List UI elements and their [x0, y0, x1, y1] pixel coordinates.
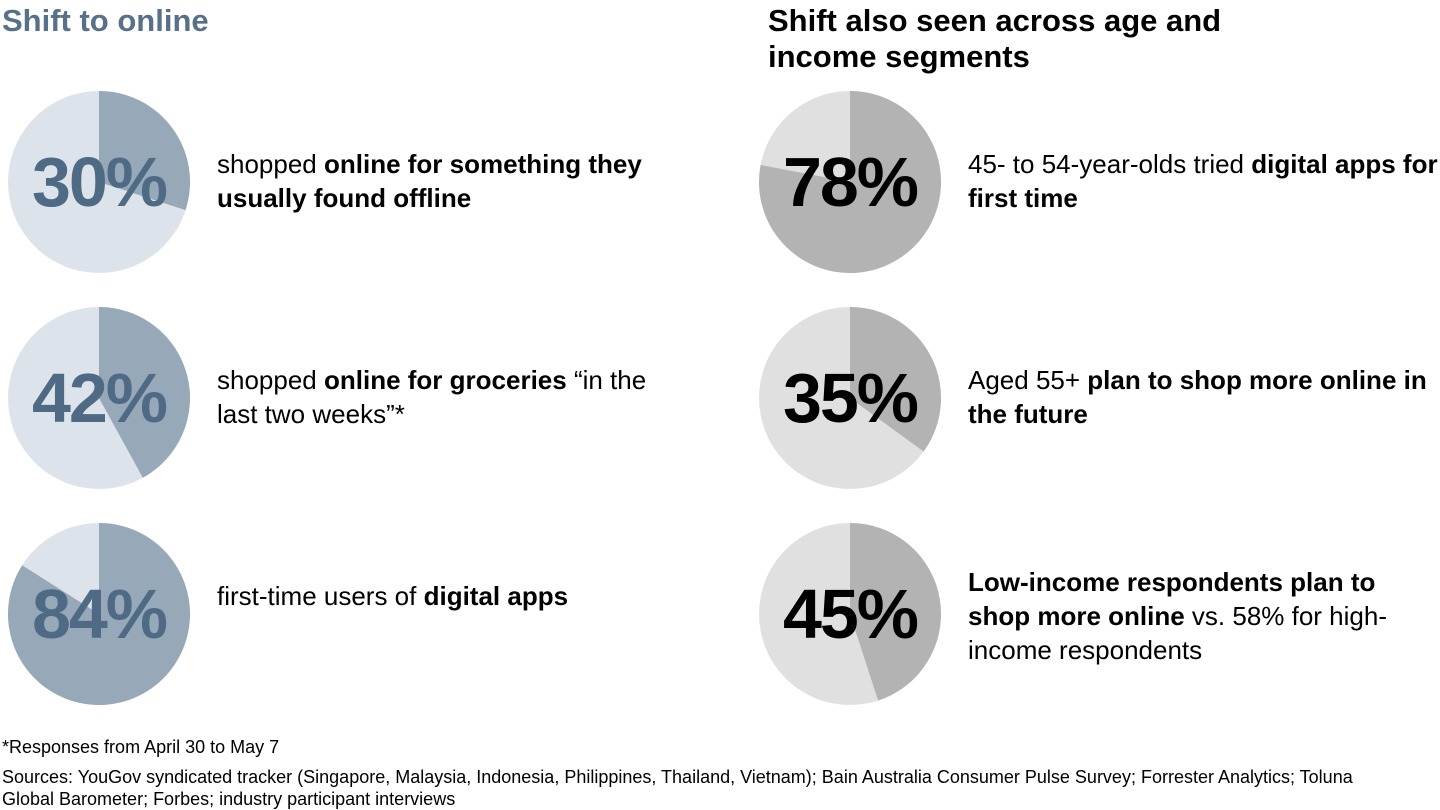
- description-text: “in the last two weeks”*: [217, 365, 647, 429]
- percent-label: 78%: [782, 143, 919, 221]
- description-text: Aged 55+: [968, 365, 1088, 395]
- description: first-time users of digital apps: [217, 579, 687, 613]
- description: Aged 55+ plan to shop more online in the…: [968, 363, 1438, 431]
- footnote: *Responses from April 30 to May 7: [2, 737, 280, 757]
- description-bold: online for groceries: [323, 365, 567, 395]
- percent-label: 35%: [782, 359, 919, 437]
- pie-item: 84% first-time users of digital apps: [0, 523, 760, 723]
- description-text: vs. 58% for high-income respondents: [968, 601, 1387, 665]
- pie-item: 42% shopped online for groceries “in the …: [0, 307, 760, 507]
- description-text: first-time users of: [217, 581, 424, 611]
- pie-item: 35% Aged 55+ plan to shop more online in …: [751, 307, 1440, 507]
- description: 45- to 54-year-olds tried digital apps f…: [968, 147, 1438, 215]
- description-text: 45- to 54-year-olds tried: [968, 149, 1252, 179]
- pie-item: 45% Low-income respondents plan to shop m…: [751, 523, 1440, 723]
- pie-item: 78% 45- to 54-year-olds tried digital app…: [751, 91, 1440, 291]
- description-text: shopped: [217, 365, 324, 395]
- percent-label: 84%: [31, 575, 168, 653]
- pie-value-slice: [99, 307, 191, 478]
- description-bold: online for something they usually found …: [217, 149, 642, 213]
- description-bold: digital apps for first time: [968, 149, 1438, 213]
- right-title: Shift also seen across age and income se…: [768, 3, 1222, 74]
- pie-value-slice: [850, 523, 941, 701]
- pie-chart: [759, 91, 941, 273]
- percent-label: 30%: [31, 143, 168, 221]
- description-text: shopped: [217, 149, 324, 179]
- pie-value-slice: [759, 91, 941, 273]
- description-bold: Low-income respondents plan to shop more…: [968, 567, 1376, 631]
- description: shopped online for groceries “in the las…: [217, 363, 687, 431]
- percent-label: 42%: [31, 359, 168, 437]
- pie-chart: [759, 523, 941, 705]
- pie-chart: [7, 523, 190, 705]
- sources: Sources: YouGov syndicated tracker (Sing…: [2, 767, 1353, 809]
- pie-chart: [759, 307, 941, 489]
- pie-chart: [8, 91, 191, 273]
- pie-chart: [8, 307, 191, 489]
- pie-value-slice: [850, 307, 941, 452]
- percent-label: 45%: [782, 575, 919, 653]
- left-title: Shift to online: [2, 3, 209, 38]
- description: Low-income respondents plan to shop more…: [968, 565, 1438, 667]
- pie-value-slice: [99, 91, 191, 211]
- pie-item: 30% shopped online for something they usu…: [0, 91, 760, 291]
- description-bold: plan to shop more online in the future: [968, 365, 1427, 429]
- description-bold: digital apps: [423, 581, 569, 611]
- description: shopped online for something they usuall…: [217, 147, 687, 215]
- pie-value-slice: [7, 523, 190, 705]
